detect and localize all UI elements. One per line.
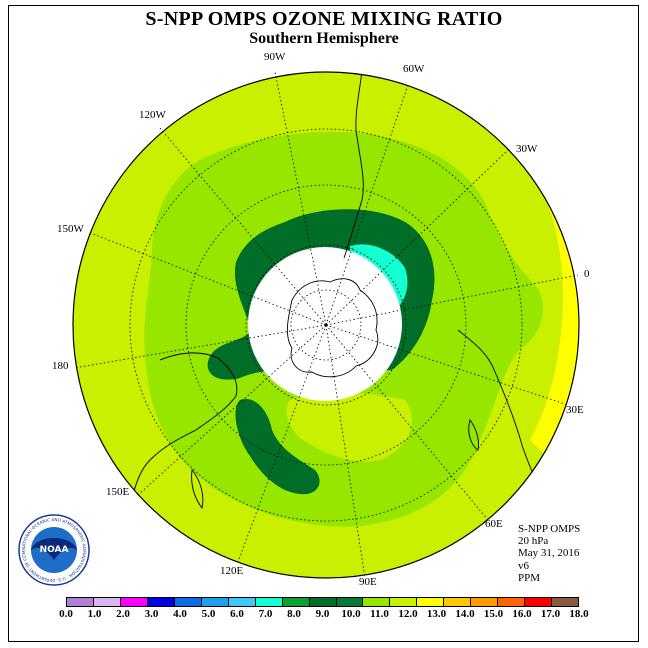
colorbar-segment: [282, 598, 310, 606]
lon-label-120w: 120W: [139, 109, 166, 121]
meridian-90w: [274, 71, 327, 326]
info-version: v6: [518, 559, 529, 572]
colorbar-tick-label: 7.0: [258, 608, 273, 620]
meridian-90e: [325, 324, 366, 579]
lon-label-120e: 120E: [220, 565, 244, 577]
colorbar-segment: [390, 598, 418, 606]
colorbar-segment: [444, 598, 472, 606]
colorbar-segment: [228, 598, 256, 606]
meridian-180: [73, 324, 327, 369]
logo-bird-shape: [31, 538, 77, 560]
colorbar-segment: [67, 598, 94, 606]
latitude-ring-outer: [129, 128, 523, 522]
meridian-150w: [87, 231, 327, 326]
lon-label-60e: 60E: [485, 518, 503, 530]
colorbar-segment: [174, 598, 202, 606]
info-date: May 31, 2016: [518, 547, 580, 560]
colorbar-tick-label: 8.0: [287, 608, 301, 620]
madagascar-coast: [468, 419, 479, 451]
antarctica-coast: [286, 278, 379, 378]
colorbar-tick-label: 2.0: [116, 608, 130, 620]
lon-label-150w: 150W: [57, 223, 84, 235]
latitude-ring-polar: [290, 289, 362, 361]
map-boundary: [72, 71, 580, 579]
meridian-30e: [325, 324, 569, 406]
colorbar-tick-label: 14.0: [455, 608, 475, 620]
south-pole-marker: [324, 323, 328, 327]
noaa-logo: NATIONAL OCEANIC AND ATMOSPHERIC ADMINIS…: [18, 514, 90, 586]
info-instrument: S-NPP OMPS: [518, 523, 581, 535]
colorbar-tick-label: 6.0: [230, 608, 244, 620]
logo-noaa-text: NOAA: [40, 545, 69, 555]
colorbar-tick-labels: 0.0 1.0 2.0 3.0 4.0 5.0 6.0 7.0 8.0 9.0 10.0 11.0 12…: [59, 608, 589, 622]
lon-label-90e: 90E: [359, 576, 377, 588]
colorbar-tick-label: 12.0: [398, 608, 418, 620]
image-frame: [8, 5, 639, 642]
colorbar-segment: [255, 598, 283, 606]
colorbar-tick-label: 10.0: [341, 608, 361, 620]
meridian-0: [325, 274, 579, 326]
colorbar-segment: [309, 598, 337, 606]
new-zealand-coast: [191, 468, 204, 510]
colorbar-tick-label: 16.0: [512, 608, 532, 620]
colorbar-tick-label: 1.0: [87, 608, 102, 620]
colorbar-segment: [120, 598, 148, 606]
colorbar-segment: [93, 598, 121, 606]
colorbar-tick-label: 4.0: [173, 608, 187, 620]
colorbar-tick-label: 17.0: [540, 608, 561, 620]
lat-lon-grid: [72, 71, 580, 579]
lon-label-90w: 90W: [264, 51, 286, 63]
colorbar: [66, 597, 579, 607]
latitude-ring-inner: [245, 244, 407, 406]
field-level-10-tongue: [235, 399, 320, 495]
lon-label-180: 180: [52, 360, 69, 372]
meridian-120w: [159, 127, 327, 326]
colorbar-segment: [525, 598, 553, 606]
ozone-field: [73, 72, 579, 578]
colorbar-segment: [471, 598, 499, 606]
antarctic-peninsula-south-america: [343, 72, 364, 259]
colorbar-segment: [552, 598, 579, 606]
colorbar-tick-label: 3.0: [144, 608, 159, 620]
lon-label-30e: 30E: [566, 404, 584, 416]
meridian-30w: [325, 147, 511, 326]
lon-label-30w: 30W: [516, 143, 538, 155]
colorbar-tick-label: 18.0: [569, 608, 589, 620]
latitude-ring-middle: [185, 184, 467, 466]
colorbar-tick-label: 11.0: [370, 608, 389, 620]
map-subtitle: Southern Hemisphere: [249, 30, 399, 47]
info-units: PPM: [518, 571, 541, 584]
colorbar-segment: [147, 598, 175, 606]
product-info: S-NPP OMPS 20 hPa May 31, 2016 v6 PPM: [518, 523, 580, 584]
map-title: S-NPP OMPS OZONE MIXING RATIO: [145, 8, 503, 30]
australia-coast: [131, 352, 238, 501]
colorbar-segment: [417, 598, 445, 606]
colorbar-tick-label: 13.0: [426, 608, 447, 620]
colorbar-tick-label: 0.0: [59, 608, 73, 620]
info-pressure: 20 hPa: [518, 535, 549, 548]
lon-label-150e: 150E: [106, 486, 130, 498]
field-level-12-pocket: [286, 392, 412, 462]
coastlines: [131, 72, 549, 510]
colorbar-segment: [363, 598, 391, 606]
colorbar-segment: [336, 598, 364, 606]
colorbar-tick-label: 15.0: [483, 608, 504, 620]
colorbar-tick-label: 9.0: [315, 608, 330, 620]
colorbar-segment: [201, 598, 229, 606]
lon-label-0: 0: [584, 268, 590, 280]
colorbar-tick-label: 5.0: [201, 608, 216, 620]
field-level-13: [530, 180, 579, 470]
colorbar-segment: [498, 598, 526, 606]
lon-label-60w: 60W: [403, 63, 425, 75]
